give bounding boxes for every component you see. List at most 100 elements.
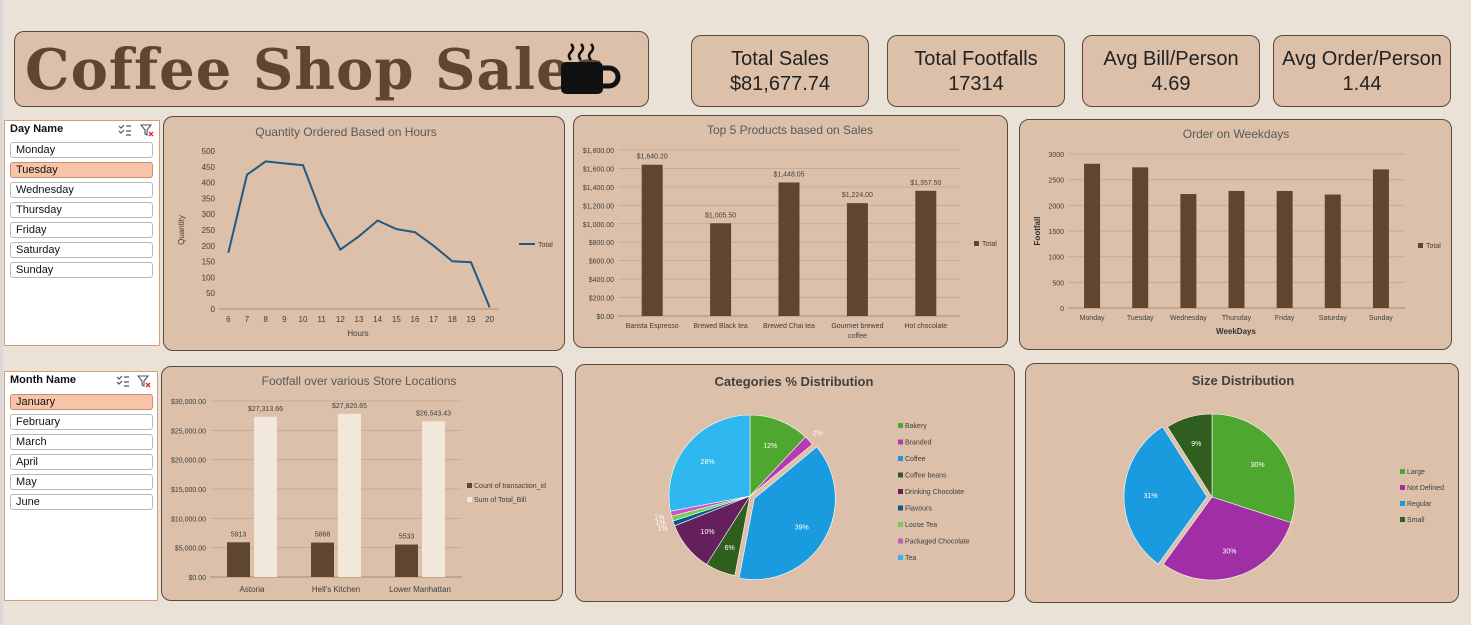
x-axis-title: Hours — [347, 329, 368, 338]
x-tick-label: 10 — [299, 315, 308, 324]
pie-label: 31% — [1144, 493, 1158, 500]
slicer-item-monday[interactable]: Monday — [10, 142, 153, 158]
x-tick-label: 11 — [318, 315, 327, 324]
pie-slice-large — [1211, 413, 1296, 524]
pie-slice-small — [1167, 413, 1213, 499]
x-tick-label: Monday — [1080, 315, 1105, 322]
multi-select-icon[interactable] — [118, 123, 132, 137]
y-tick-label: $0.00 — [596, 314, 614, 321]
slicer-item-thursday[interactable]: Thursday — [10, 202, 153, 218]
slicer-item-sunday[interactable]: Sunday — [10, 262, 153, 278]
x-tick-label: Gourmet brewed — [831, 323, 883, 330]
pie-slice-bakery — [749, 414, 806, 497]
kpi-label: Avg Order/Person — [1282, 48, 1442, 70]
bar-sum — [254, 416, 277, 577]
bar-saturday — [1324, 194, 1341, 308]
pie-label: 2% — [813, 430, 823, 437]
slicer-header: Month Name — [5, 372, 157, 390]
legend-label: Bakery — [905, 423, 927, 430]
x-tick-label: 6 — [226, 315, 231, 324]
pie-slice-coffee — [738, 446, 836, 580]
x-tick-label: 14 — [373, 315, 382, 324]
clear-filter-icon[interactable] — [140, 123, 154, 137]
y-tick-label: 350 — [202, 194, 216, 203]
chart-locations: Footfall over various Store Locations $0.… — [171, 374, 546, 594]
chart-title: Top 5 Products based on Sales — [707, 123, 873, 137]
slicer-item-may[interactable]: May — [10, 474, 153, 490]
bar-monday — [1084, 163, 1101, 308]
x-tick-label: 18 — [448, 315, 457, 324]
bar-count — [311, 542, 334, 577]
pie-label: 9% — [1191, 441, 1201, 448]
slicer-item-april[interactable]: April — [10, 454, 153, 470]
legend-swatch — [898, 505, 903, 511]
chart-locations-panel[interactable]: Footfall over various Store Locations $0.… — [161, 366, 563, 601]
y-tick-label: 250 — [202, 226, 216, 235]
data-label: $1,005.50 — [705, 212, 736, 219]
y-tick-label: $1,600.00 — [583, 166, 614, 173]
pie-slice-tea — [668, 414, 751, 512]
legend-label: Flavours — [905, 506, 932, 513]
chart-categories-panel[interactable]: Categories % Distribution 12% 2% 39% 6% 10% 1%… — [575, 364, 1015, 602]
pie-label: 1% — [657, 526, 667, 533]
slicer-title: Month Name — [10, 374, 76, 386]
legend-label: Not Defined — [1407, 485, 1444, 492]
legend-swatch — [898, 538, 903, 544]
x-tick-label: 7 — [245, 315, 250, 324]
x-tick-label: 20 — [485, 315, 494, 324]
slicer-item-january[interactable]: January — [10, 394, 153, 410]
y-tick-label: 100 — [202, 273, 216, 282]
y-tick-label: 450 — [202, 163, 216, 172]
x-tick-label: Lower Manhattan — [389, 585, 451, 594]
x-tick-label: Barista Espresso — [626, 323, 679, 330]
chart-weekdays: Order on Weekdays 0 500 1000 1500 2000 2500 300… — [1033, 127, 1441, 336]
y-tick-label: 500 — [202, 147, 216, 156]
x-tick-label: Hell's Kitchen — [312, 585, 360, 594]
pie-label: 30% — [1222, 549, 1236, 556]
slicer-item-march[interactable]: March — [10, 434, 153, 450]
slicer-item-tuesday[interactable]: Tuesday — [10, 162, 153, 178]
y-tick-label: 1500 — [1048, 229, 1064, 236]
legend-swatch — [1418, 243, 1423, 248]
x-tick-label: Tuesday — [1127, 315, 1154, 322]
slicer-item-friday[interactable]: Friday — [10, 222, 153, 238]
slicer-item-saturday[interactable]: Saturday — [10, 242, 153, 258]
title-banner: Coffee Shop Sales — [14, 31, 649, 107]
bar-tuesday — [1132, 167, 1149, 308]
y-tick-label: $1,400.00 — [583, 185, 614, 192]
chart-weekdays-panel[interactable]: Order on Weekdays 0 500 1000 1500 2000 2500 300… — [1019, 119, 1452, 350]
slicer-item-february[interactable]: February — [10, 414, 153, 430]
data-label: $1,224.00 — [842, 192, 873, 199]
kpi-value: 17314 — [948, 73, 1004, 95]
chart-title: Categories % Distribution — [715, 374, 874, 389]
chart-hours-panel[interactable]: Quantity Ordered Based on Hours 0 50 100 150… — [163, 116, 565, 351]
sheet-gridlines — [0, 0, 3, 625]
chart-products-panel[interactable]: Top 5 Products based on Sales $0.00 $200.0… — [573, 115, 1008, 348]
x-tick-label: coffee — [848, 333, 867, 340]
bar-brewed-chai-tea — [778, 182, 800, 316]
y-tick-label: 50 — [206, 289, 215, 298]
x-tick-label: Hot chocolate — [904, 323, 947, 330]
pie-label: 28% — [701, 459, 715, 466]
slicer-item-june[interactable]: June — [10, 494, 153, 510]
chart-sizes-panel[interactable]: Size Distribution 30% 30% 31% 9% Large Not Def… — [1025, 363, 1459, 603]
y-tick-label: 200 — [202, 242, 216, 251]
multi-select-icon[interactable] — [116, 374, 130, 388]
y-tick-label: 150 — [202, 258, 216, 267]
legend-swatch — [898, 522, 903, 527]
slicer-item-wednesday[interactable]: Wednesday — [10, 182, 153, 198]
x-tick-label: 12 — [336, 315, 345, 324]
y-tick-label: $400.00 — [589, 277, 614, 284]
y-tick-label: $800.00 — [589, 240, 614, 247]
data-label: $27,820.65 — [332, 403, 367, 410]
x-tick-label: 16 — [411, 315, 420, 324]
bar-count — [395, 544, 418, 577]
clear-filter-icon[interactable] — [137, 374, 151, 388]
pie-slice-branded — [749, 436, 813, 497]
chart-title: Order on Weekdays — [1183, 127, 1290, 141]
legend-label: Packaged Chocolate — [905, 539, 970, 546]
x-tick-label: 19 — [467, 315, 476, 324]
slicer-title: Day Name — [10, 123, 64, 135]
legend-label: Total — [538, 242, 553, 249]
legend-swatch — [974, 241, 979, 246]
